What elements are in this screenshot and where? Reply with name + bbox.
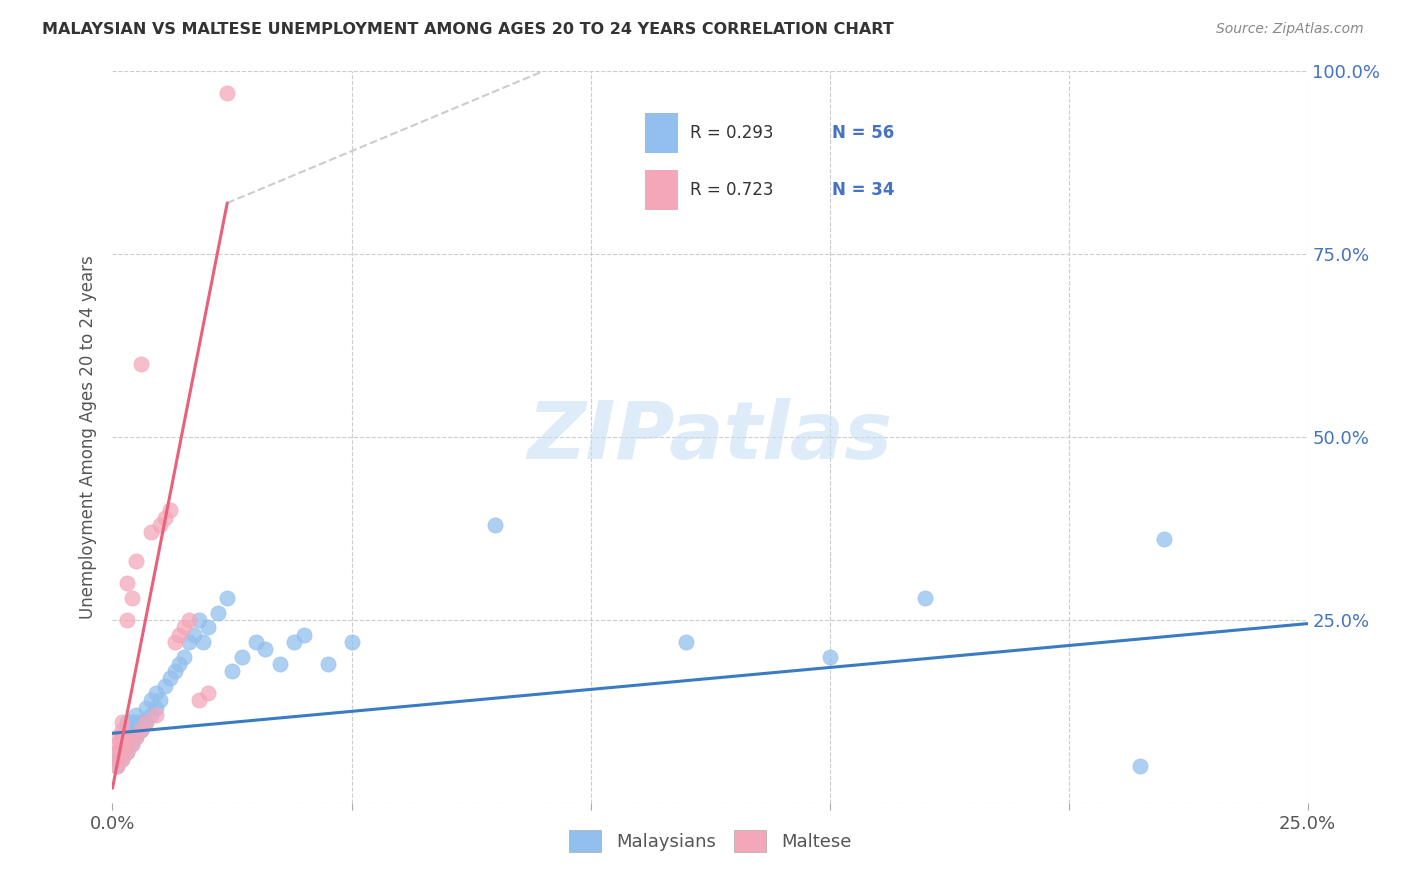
Point xyxy=(187,693,209,707)
Point xyxy=(135,715,157,730)
Point xyxy=(115,737,138,751)
Point xyxy=(121,591,143,605)
Point xyxy=(115,723,138,737)
Point xyxy=(121,737,143,751)
Point xyxy=(484,517,506,532)
Point xyxy=(105,737,128,751)
Legend: Malaysians, Maltese: Malaysians, Maltese xyxy=(562,823,858,860)
Point xyxy=(197,686,219,700)
Point xyxy=(231,649,253,664)
Point xyxy=(105,759,128,773)
Point xyxy=(153,510,176,524)
Point xyxy=(159,672,181,686)
Point xyxy=(283,635,305,649)
Point xyxy=(111,723,134,737)
Point xyxy=(217,591,239,605)
Point xyxy=(173,649,195,664)
Point xyxy=(135,715,157,730)
Point xyxy=(111,715,134,730)
Point xyxy=(111,737,134,751)
Point xyxy=(145,700,167,714)
Point xyxy=(129,723,152,737)
Point xyxy=(115,576,138,591)
Point xyxy=(129,723,152,737)
Point xyxy=(269,657,291,671)
Point xyxy=(139,693,162,707)
Point xyxy=(121,715,143,730)
Point xyxy=(169,657,191,671)
Point xyxy=(125,730,148,744)
Point xyxy=(105,752,128,766)
Point xyxy=(183,627,205,641)
Point xyxy=(115,715,138,730)
Point xyxy=(675,635,697,649)
Point xyxy=(159,503,181,517)
Point xyxy=(217,87,239,101)
Point xyxy=(121,723,143,737)
Point xyxy=(177,635,200,649)
Point xyxy=(115,730,138,744)
Point xyxy=(340,635,363,649)
Point xyxy=(125,730,148,744)
Point xyxy=(105,730,128,744)
Point xyxy=(121,730,143,744)
Point xyxy=(1129,759,1152,773)
Point xyxy=(105,745,128,759)
Point xyxy=(1153,533,1175,547)
Point xyxy=(163,664,186,678)
Point xyxy=(173,620,195,634)
Point xyxy=(111,752,134,766)
Point xyxy=(129,357,152,371)
Text: Source: ZipAtlas.com: Source: ZipAtlas.com xyxy=(1216,22,1364,37)
Point xyxy=(125,708,148,723)
Point xyxy=(207,606,229,620)
Point xyxy=(818,649,841,664)
Point xyxy=(111,745,134,759)
Point xyxy=(111,752,134,766)
Point xyxy=(105,745,128,759)
Point xyxy=(163,635,186,649)
Point xyxy=(125,715,148,730)
Point xyxy=(105,759,128,773)
Point xyxy=(139,708,162,723)
Point xyxy=(193,635,215,649)
Point xyxy=(292,627,315,641)
Point xyxy=(197,620,219,634)
Point xyxy=(129,715,152,730)
Point xyxy=(145,708,167,723)
Point xyxy=(914,591,936,605)
Point xyxy=(115,613,138,627)
Point xyxy=(111,745,134,759)
Point xyxy=(245,635,267,649)
Point xyxy=(149,693,172,707)
Text: MALAYSIAN VS MALTESE UNEMPLOYMENT AMONG AGES 20 TO 24 YEARS CORRELATION CHART: MALAYSIAN VS MALTESE UNEMPLOYMENT AMONG … xyxy=(42,22,894,37)
Point xyxy=(135,700,157,714)
Point xyxy=(111,737,134,751)
Point xyxy=(187,613,209,627)
Point xyxy=(169,627,191,641)
Point xyxy=(105,752,128,766)
Point xyxy=(111,730,134,744)
Point xyxy=(115,745,138,759)
Point xyxy=(149,517,172,532)
Y-axis label: Unemployment Among Ages 20 to 24 years: Unemployment Among Ages 20 to 24 years xyxy=(79,255,97,619)
Point xyxy=(254,642,277,657)
Point xyxy=(177,613,200,627)
Point xyxy=(221,664,243,678)
Point xyxy=(316,657,339,671)
Point xyxy=(115,730,138,744)
Point xyxy=(121,737,143,751)
Point xyxy=(125,723,148,737)
Text: ZIPatlas: ZIPatlas xyxy=(527,398,893,476)
Point xyxy=(125,554,148,568)
Point xyxy=(115,745,138,759)
Point xyxy=(139,525,162,540)
Point xyxy=(111,730,134,744)
Point xyxy=(145,686,167,700)
Point xyxy=(153,679,176,693)
